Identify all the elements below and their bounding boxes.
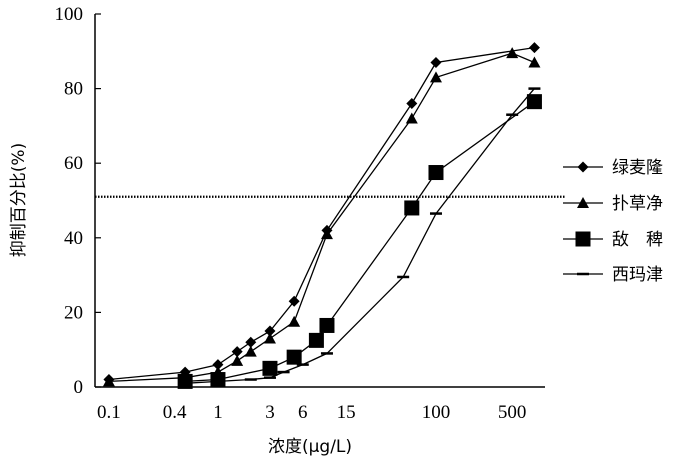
axes (94, 13, 545, 388)
plot-area (95, 42, 565, 389)
data-point-square (210, 372, 226, 388)
legend-item: 敌 稗 (563, 230, 663, 250)
data-point-diamond (288, 295, 300, 307)
legend-label: 西玛津 (612, 265, 663, 285)
x-tick-label: 0.4 (163, 402, 187, 423)
data-point-triangle (429, 71, 442, 83)
data-point-square (404, 200, 420, 216)
data-point-triangle (263, 332, 276, 344)
y-tick-label: 60 (64, 153, 83, 174)
data-point-triangle (244, 345, 257, 357)
y-tick-label: 0 (74, 377, 84, 398)
tick-labels: 0 20 40 60 80 100 0.1 0.4 1 3 6 15 100 500 (55, 4, 527, 423)
series-square (177, 94, 542, 389)
x-tick-label: 500 (498, 402, 527, 423)
data-point-square (308, 332, 324, 348)
legend-marker-diamond (577, 161, 589, 173)
x-tick-label: 1 (213, 402, 223, 423)
x-tick-label: 6 (298, 402, 308, 423)
series-dash (179, 87, 541, 385)
data-point-square (428, 165, 444, 181)
legend-label: 扑草净 (612, 194, 663, 214)
data-point-triangle (405, 112, 418, 124)
x-axis-label: 浓度(μg/L) (268, 437, 352, 457)
data-point-diamond (528, 42, 540, 54)
x-tick-label: 3 (265, 402, 275, 423)
x-tick-label: 15 (337, 402, 356, 423)
data-point-diamond (406, 98, 418, 110)
legend-marker-triangle (577, 197, 589, 208)
data-point-diamond (245, 336, 257, 348)
data-point-triangle (506, 47, 519, 59)
data-point-square (286, 349, 302, 365)
data-point-square (177, 373, 193, 389)
data-point-diamond (231, 346, 243, 358)
data-point-diamond (430, 56, 442, 68)
legend-marker-square (575, 231, 591, 247)
legend-item: 西玛津 (563, 265, 663, 285)
legend-item: 绿麦隆 (563, 158, 663, 178)
data-point-diamond (212, 359, 224, 371)
series-line (185, 101, 535, 383)
legend-label: 敌 稗 (612, 230, 663, 250)
y-tick-label: 80 (64, 79, 83, 100)
data-point-square (262, 360, 278, 376)
data-point-triangle (320, 228, 333, 240)
data-point-triangle (102, 375, 115, 387)
legend-item: 扑草净 (563, 194, 663, 214)
y-tick-label: 20 (64, 302, 83, 323)
data-point-square (526, 94, 542, 110)
legend-label: 绿麦隆 (612, 158, 663, 178)
y-tick-label: 40 (64, 228, 83, 249)
data-point-diamond (264, 325, 276, 337)
data-point-triangle (528, 56, 541, 68)
data-point-square (319, 317, 335, 333)
series-line (185, 88, 535, 384)
x-tick-label: 100 (422, 402, 451, 423)
y-axis-label: 抑制百分比(%) (9, 143, 29, 257)
data-point-triangle (288, 315, 301, 327)
y-tick-label: 100 (55, 4, 84, 25)
data-point-triangle (231, 354, 244, 366)
x-tick-label: 0.1 (97, 402, 121, 423)
